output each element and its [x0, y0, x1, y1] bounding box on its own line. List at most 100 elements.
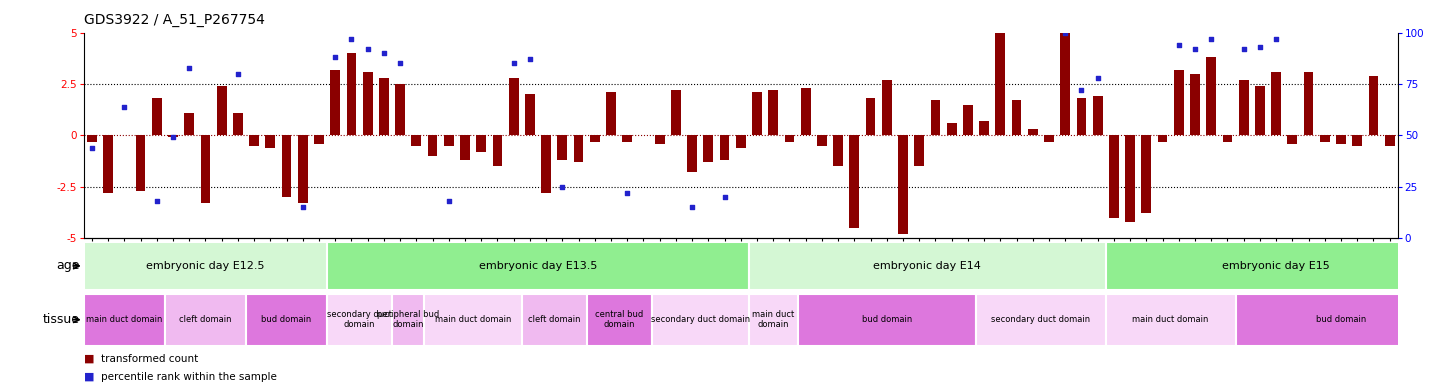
Point — [357, 46, 380, 52]
Bar — [282, 136, 292, 197]
Bar — [331, 70, 341, 136]
Bar — [1012, 101, 1021, 136]
Bar — [542, 136, 552, 193]
Text: central bud
domain: central bud domain — [595, 310, 643, 329]
Bar — [687, 136, 697, 172]
Point — [1054, 30, 1077, 36]
Point — [1070, 87, 1093, 93]
Bar — [557, 136, 567, 160]
Bar — [749, 294, 797, 346]
Text: embryonic day E13.5: embryonic day E13.5 — [479, 261, 598, 271]
Point — [81, 145, 104, 151]
Bar — [1060, 31, 1070, 136]
Text: embryonic day E12.5: embryonic day E12.5 — [146, 261, 264, 271]
Bar — [833, 136, 843, 166]
Bar — [1125, 136, 1135, 222]
Bar — [165, 294, 245, 346]
Point — [1086, 75, 1109, 81]
Bar — [245, 294, 328, 346]
Bar — [736, 136, 745, 148]
Text: transformed count: transformed count — [101, 354, 198, 364]
Bar — [168, 136, 178, 137]
Bar — [622, 136, 632, 142]
Bar — [882, 80, 891, 136]
Text: percentile rank within the sample: percentile rank within the sample — [101, 372, 277, 382]
Bar — [573, 136, 583, 162]
Bar — [1106, 294, 1236, 346]
Bar — [1239, 80, 1249, 136]
Bar — [768, 90, 778, 136]
Bar — [979, 121, 989, 136]
Text: main duct domain: main duct domain — [1132, 315, 1209, 324]
Bar — [930, 101, 940, 136]
Bar — [328, 242, 749, 290]
Text: bud domain: bud domain — [261, 315, 312, 324]
Point — [615, 190, 638, 196]
Bar — [866, 98, 875, 136]
Text: ■: ■ — [84, 354, 94, 364]
Bar — [425, 294, 521, 346]
Bar — [232, 113, 243, 136]
Text: tissue: tissue — [42, 313, 79, 326]
Bar — [749, 242, 1106, 290]
Text: embryonic day E15: embryonic day E15 — [1222, 261, 1330, 271]
Bar — [492, 136, 503, 166]
Bar — [606, 92, 615, 136]
Text: bud domain: bud domain — [862, 315, 913, 324]
Bar — [784, 136, 794, 142]
Bar — [586, 294, 651, 346]
Bar — [849, 136, 859, 228]
Point — [292, 204, 315, 210]
Bar — [87, 136, 97, 142]
Bar — [152, 98, 162, 136]
Bar — [297, 136, 308, 203]
Bar — [266, 136, 276, 148]
Bar — [347, 53, 357, 136]
Point — [1200, 36, 1223, 42]
Bar — [328, 294, 391, 346]
Bar — [703, 136, 713, 162]
Text: secondary duct domain: secondary duct domain — [651, 315, 749, 324]
Bar — [521, 294, 586, 346]
Bar — [1304, 72, 1314, 136]
Point — [550, 184, 573, 190]
Bar — [362, 72, 373, 136]
Point — [518, 56, 542, 63]
Point — [339, 36, 362, 42]
Text: age: age — [56, 260, 79, 272]
Bar — [1174, 70, 1184, 136]
Bar — [817, 136, 827, 146]
Bar — [84, 242, 328, 290]
Bar — [752, 92, 762, 136]
Point — [503, 60, 526, 66]
Bar — [461, 136, 469, 160]
Bar — [1320, 136, 1330, 142]
Text: secondary duct
domain: secondary duct domain — [326, 310, 391, 329]
Bar — [477, 136, 487, 152]
Point — [1265, 36, 1288, 42]
Bar — [914, 136, 924, 166]
Bar — [1385, 136, 1395, 146]
Bar — [508, 78, 518, 136]
Point — [323, 54, 347, 60]
Text: ■: ■ — [84, 372, 94, 382]
Bar — [1336, 136, 1346, 144]
Point — [680, 204, 703, 210]
Bar — [1223, 136, 1232, 142]
Text: main duct domain: main duct domain — [435, 315, 511, 324]
Text: main duct domain: main duct domain — [87, 315, 163, 324]
Bar — [1077, 98, 1086, 136]
Bar — [250, 136, 258, 146]
Bar — [801, 88, 810, 136]
Bar — [136, 136, 146, 191]
Point — [1232, 46, 1255, 52]
Bar — [443, 136, 453, 146]
Text: GDS3922 / A_51_P267754: GDS3922 / A_51_P267754 — [84, 13, 264, 27]
Bar — [671, 90, 680, 136]
Bar — [719, 136, 729, 160]
Bar — [1288, 136, 1297, 144]
Bar — [995, 33, 1005, 136]
Text: embryonic day E14: embryonic day E14 — [874, 261, 982, 271]
Bar — [1236, 294, 1444, 346]
Bar — [651, 294, 749, 346]
